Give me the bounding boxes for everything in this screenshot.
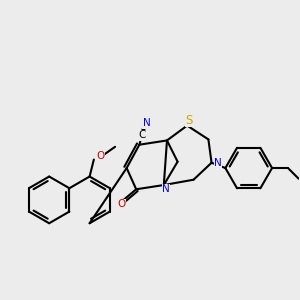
Text: N: N: [142, 118, 150, 128]
Text: O: O: [96, 152, 104, 161]
Text: O: O: [117, 200, 125, 209]
Text: S: S: [186, 114, 193, 127]
Text: N: N: [214, 158, 222, 168]
Text: C: C: [138, 130, 146, 140]
Text: N: N: [162, 184, 170, 194]
